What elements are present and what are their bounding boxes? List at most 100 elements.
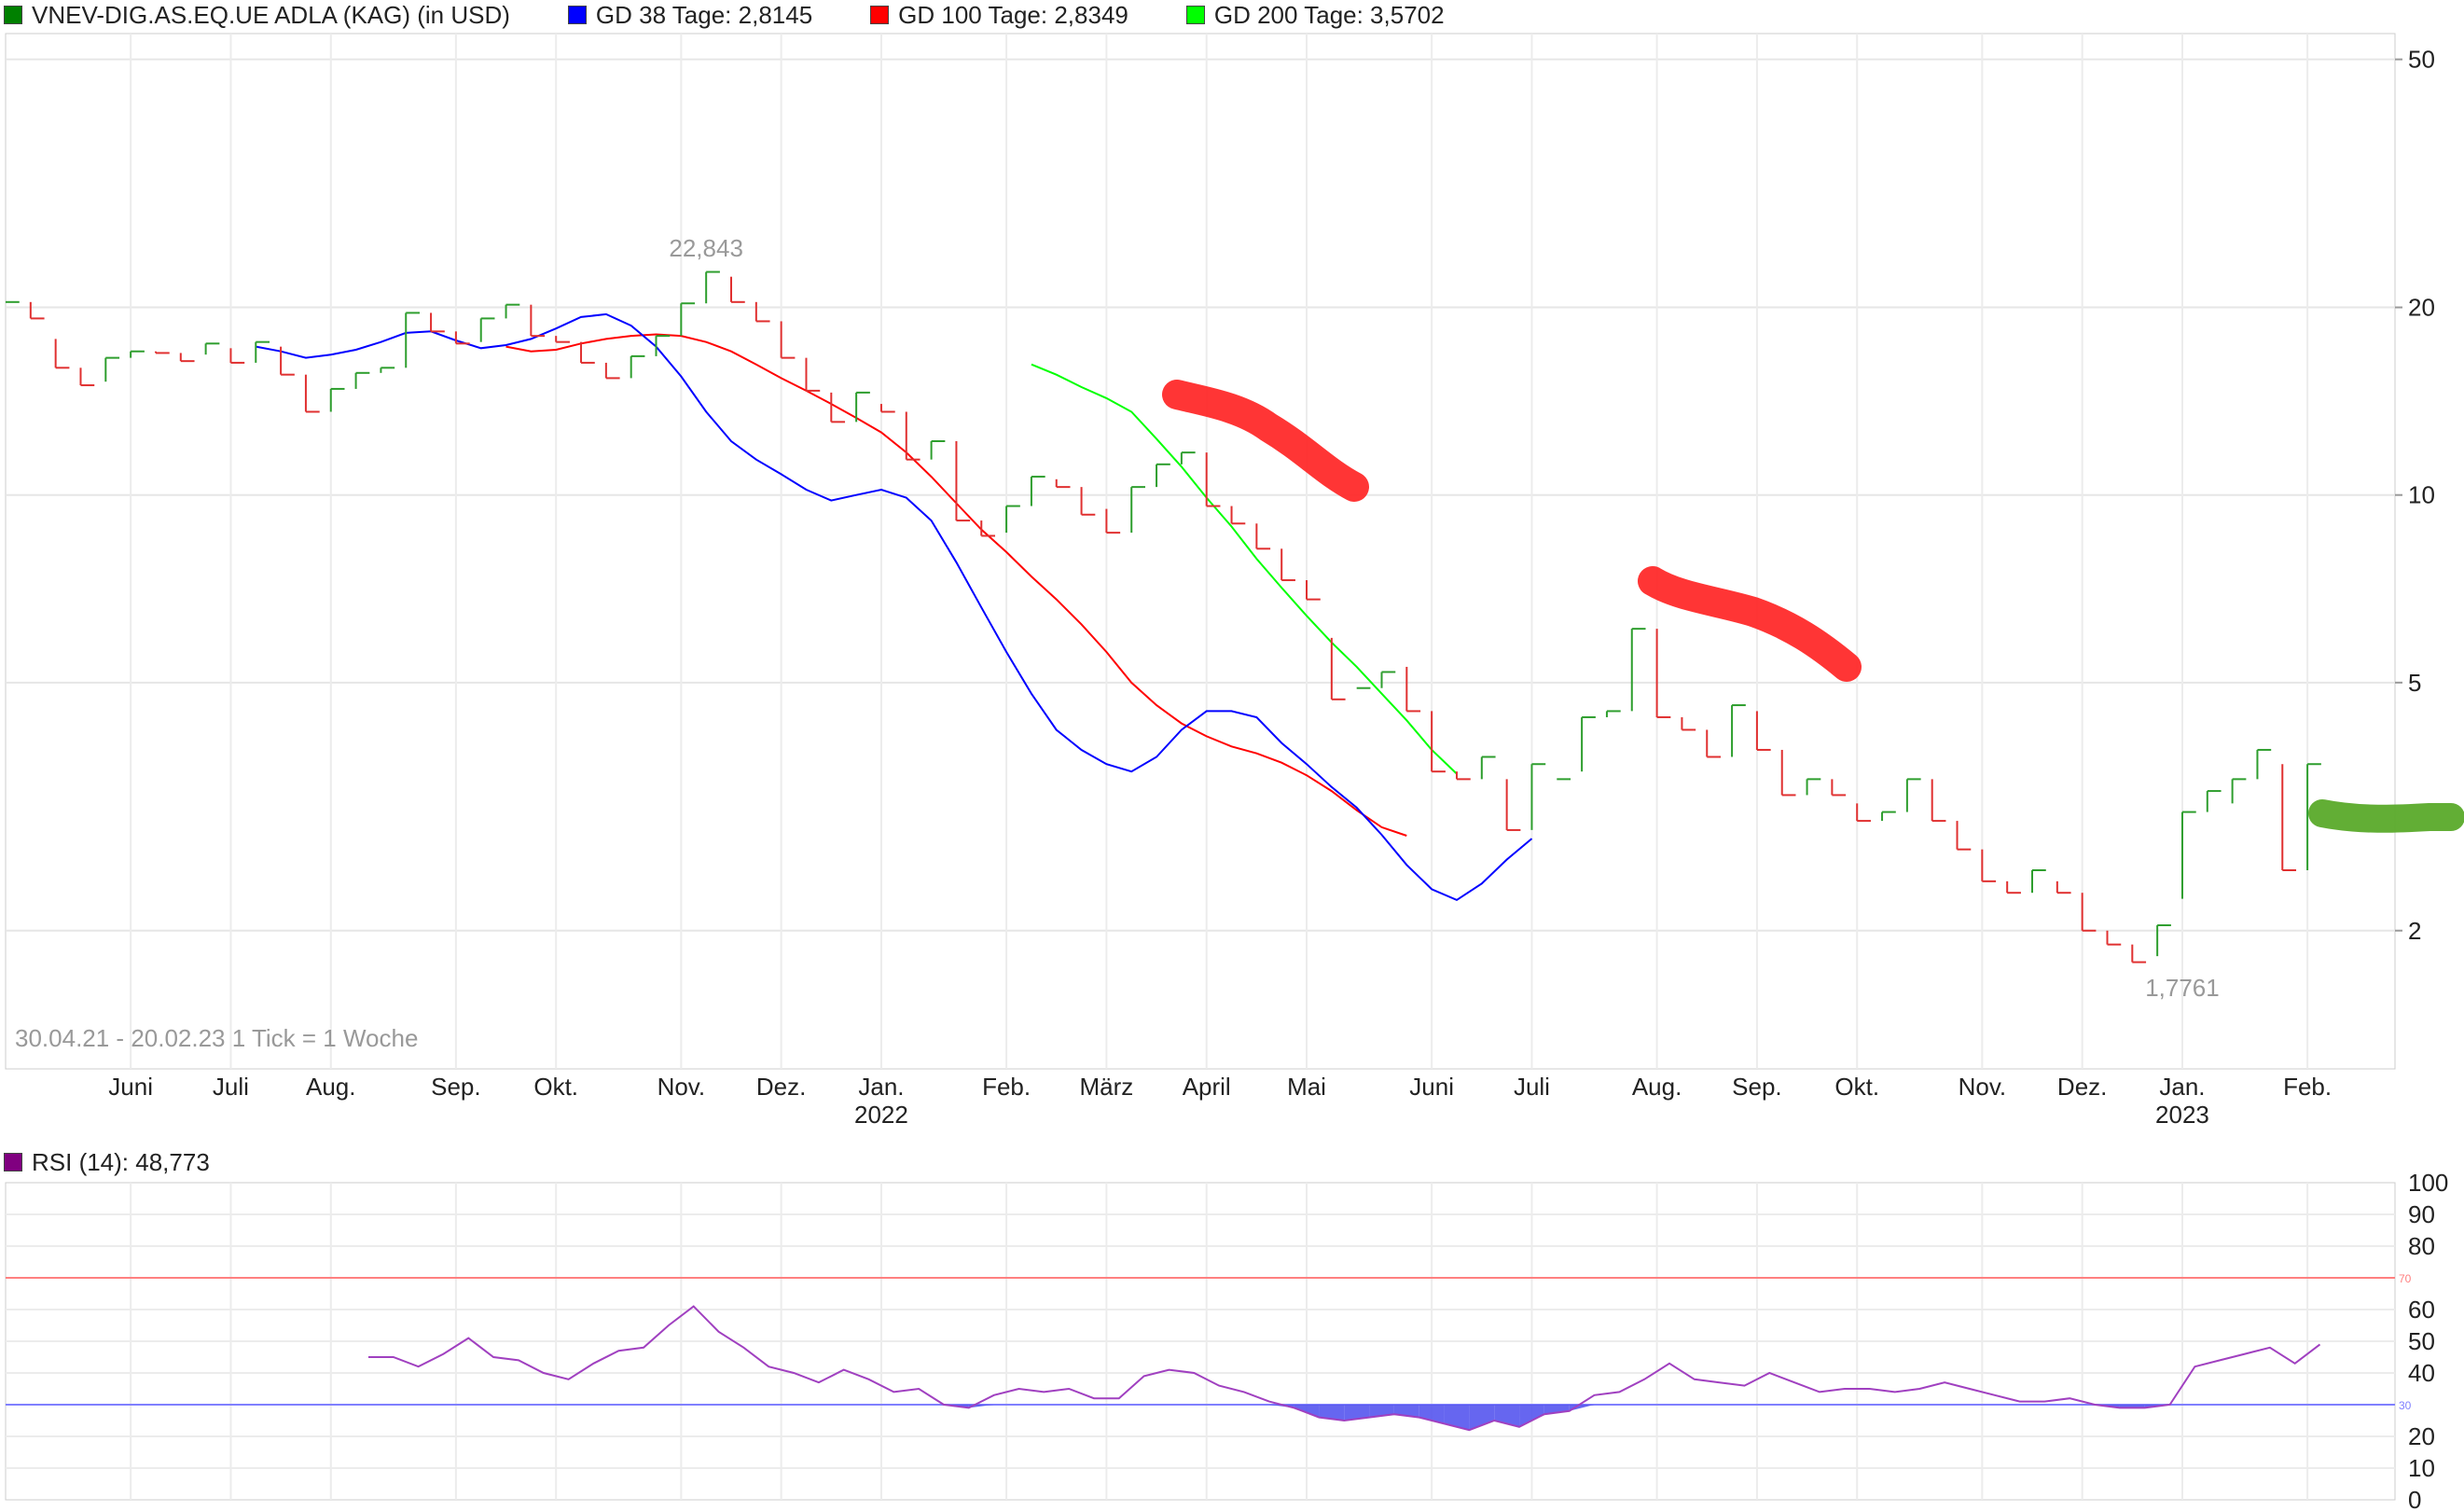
- weekly-bar: [1455, 771, 1471, 781]
- weekly-bar: [1780, 749, 1796, 797]
- rsi-level-30-label: 30: [2399, 1399, 2412, 1412]
- weekly-bar: [130, 350, 145, 358]
- highlight-stroke-red-2: [1638, 566, 1862, 682]
- rsi-ytick-label: 40: [2408, 1359, 2435, 1387]
- legend-label-rsi: RSI (14): 48,773: [32, 1147, 210, 1176]
- xtick-label: Okt.: [533, 1073, 578, 1101]
- weekly-bar: [1055, 478, 1071, 489]
- highlight-stroke-red-1: [1162, 380, 1369, 502]
- weekly-bar: [2006, 880, 2021, 894]
- weekly-bar: [905, 411, 921, 461]
- rsi-series: [368, 1305, 2321, 1432]
- weekly-bar: [555, 336, 570, 343]
- price-ytick-label: 10: [2408, 481, 2435, 509]
- xtick-label: Feb.: [2283, 1073, 2332, 1101]
- legend-swatch-price: [4, 6, 22, 24]
- weekly-bar: [1655, 629, 1671, 718]
- weekly-bar: [1755, 711, 1771, 751]
- weekly-bar: [479, 317, 495, 342]
- weekly-bar: [580, 341, 595, 364]
- legend-swatch-rsi: [4, 1153, 22, 1171]
- rsi-oversold-fill: [944, 1405, 2170, 1431]
- xtick-label: Sep.: [431, 1073, 481, 1101]
- rsi-oversold-segment: [1444, 1405, 1470, 1431]
- weekly-bar: [329, 387, 345, 412]
- weekly-bar: [1630, 628, 1646, 712]
- legend-item-gd100: GD 100 Tage: 2,8349: [866, 1, 1128, 30]
- xtick-label: Juli: [213, 1073, 249, 1101]
- xtick-label: Aug.: [306, 1073, 356, 1101]
- rsi-ytick-label: 90: [2408, 1200, 2435, 1228]
- rsi-ytick-label: 50: [2408, 1327, 2435, 1355]
- weekly-bar: [955, 441, 971, 522]
- weekly-bar: [604, 362, 620, 380]
- weekly-bar: [1030, 476, 1045, 506]
- weekly-bar: [354, 371, 370, 389]
- weekly-bar: [405, 312, 420, 368]
- price-annotation: 22,843: [669, 234, 743, 262]
- weekly-bar: [1956, 821, 1972, 851]
- weekly-bar: [2281, 764, 2297, 872]
- legend-label-gd100: GD 100 Tage: 2,8349: [898, 0, 1128, 29]
- legend-item-price: VNEV-DIG.AS.EQ.UE ADLA (KAG) (in USD): [0, 1, 510, 30]
- legend-label-gd200: GD 200 Tage: 3,5702: [1213, 0, 1445, 29]
- gd200-line: [1031, 363, 1458, 775]
- weekly-bar: [830, 392, 846, 423]
- weekly-bar: [1405, 666, 1421, 713]
- rsi-ytick-label: 20: [2408, 1422, 2435, 1450]
- weekly-bar: [680, 302, 696, 337]
- weekly-bar: [1080, 487, 1096, 516]
- rsi-legend: RSI (14): 48,773: [0, 1147, 264, 1177]
- weekly-bar: [1005, 505, 1020, 534]
- price-axes: 50 20 10 5 2 Juni Juli Aug. Sep. Okt. Nov. Dez. Jan.…: [108, 46, 2435, 1129]
- weekly-bar: [1881, 811, 1896, 822]
- price-annotation: 1,7761: [2145, 974, 2220, 1002]
- price-ytick-label: 2: [2408, 917, 2421, 945]
- rsi-ytick-label: 80: [2408, 1232, 2435, 1260]
- weekly-bar: [1330, 637, 1346, 700]
- price-ytick-label: 20: [2408, 294, 2435, 322]
- xtick-label: Jan.: [858, 1073, 904, 1101]
- price-legend: VNEV-DIG.AS.EQ.UE ADLA (KAG) (in USD) GD…: [0, 0, 1499, 30]
- legend-item-gd38: GD 38 Tage: 2,8145: [564, 1, 812, 30]
- weekly-bar: [1605, 710, 1621, 717]
- legend-swatch-gd38: [567, 6, 587, 24]
- rsi-ytick-label: 10: [2408, 1454, 2435, 1482]
- price-frame: [5, 33, 2396, 1070]
- xtick-label: Sep.: [1732, 1073, 1782, 1101]
- weekly-bar: [1931, 779, 1946, 823]
- legend-label-gd38: GD 38 Tage: 2,8145: [595, 0, 813, 29]
- weekly-bar: [505, 303, 520, 319]
- weekly-bar: [2206, 790, 2222, 812]
- xtick-label: Okt.: [1834, 1073, 1879, 1101]
- price-ytick-label: 5: [2408, 669, 2421, 697]
- rsi-ytick-label: 60: [2408, 1296, 2435, 1324]
- weekly-bar: [1706, 729, 1722, 758]
- weekly-bar: [229, 348, 245, 364]
- weekly-bar: [54, 339, 70, 369]
- weekly-bar: [304, 374, 320, 413]
- weekly-bar: [380, 367, 395, 373]
- weekly-bar: [1180, 451, 1196, 464]
- legend-item-gd200: GD 200 Tage: 3,5702: [1183, 1, 1445, 30]
- weekly-bar: [1530, 763, 1546, 830]
- gd200-series: [1031, 363, 1458, 775]
- xtick-label: Dez.: [2057, 1073, 2107, 1101]
- weekly-bar: [1380, 671, 1396, 688]
- xtick-label: Mai: [1287, 1073, 1326, 1101]
- weekly-bar: [1205, 452, 1221, 507]
- gd38-series: [256, 312, 1533, 902]
- weekly-bar: [430, 312, 445, 333]
- weekly-bar: [2131, 944, 2147, 963]
- xtick-label: Dez.: [756, 1073, 806, 1101]
- weekly-bar: [1105, 508, 1121, 534]
- weekly-bar: [1280, 548, 1295, 582]
- gd38-line: [256, 312, 1533, 902]
- weekly-bar: [2056, 880, 2071, 894]
- xtick-label: Juni: [1409, 1073, 1454, 1101]
- legend-item-rsi: RSI (14): 48,773: [0, 1148, 210, 1177]
